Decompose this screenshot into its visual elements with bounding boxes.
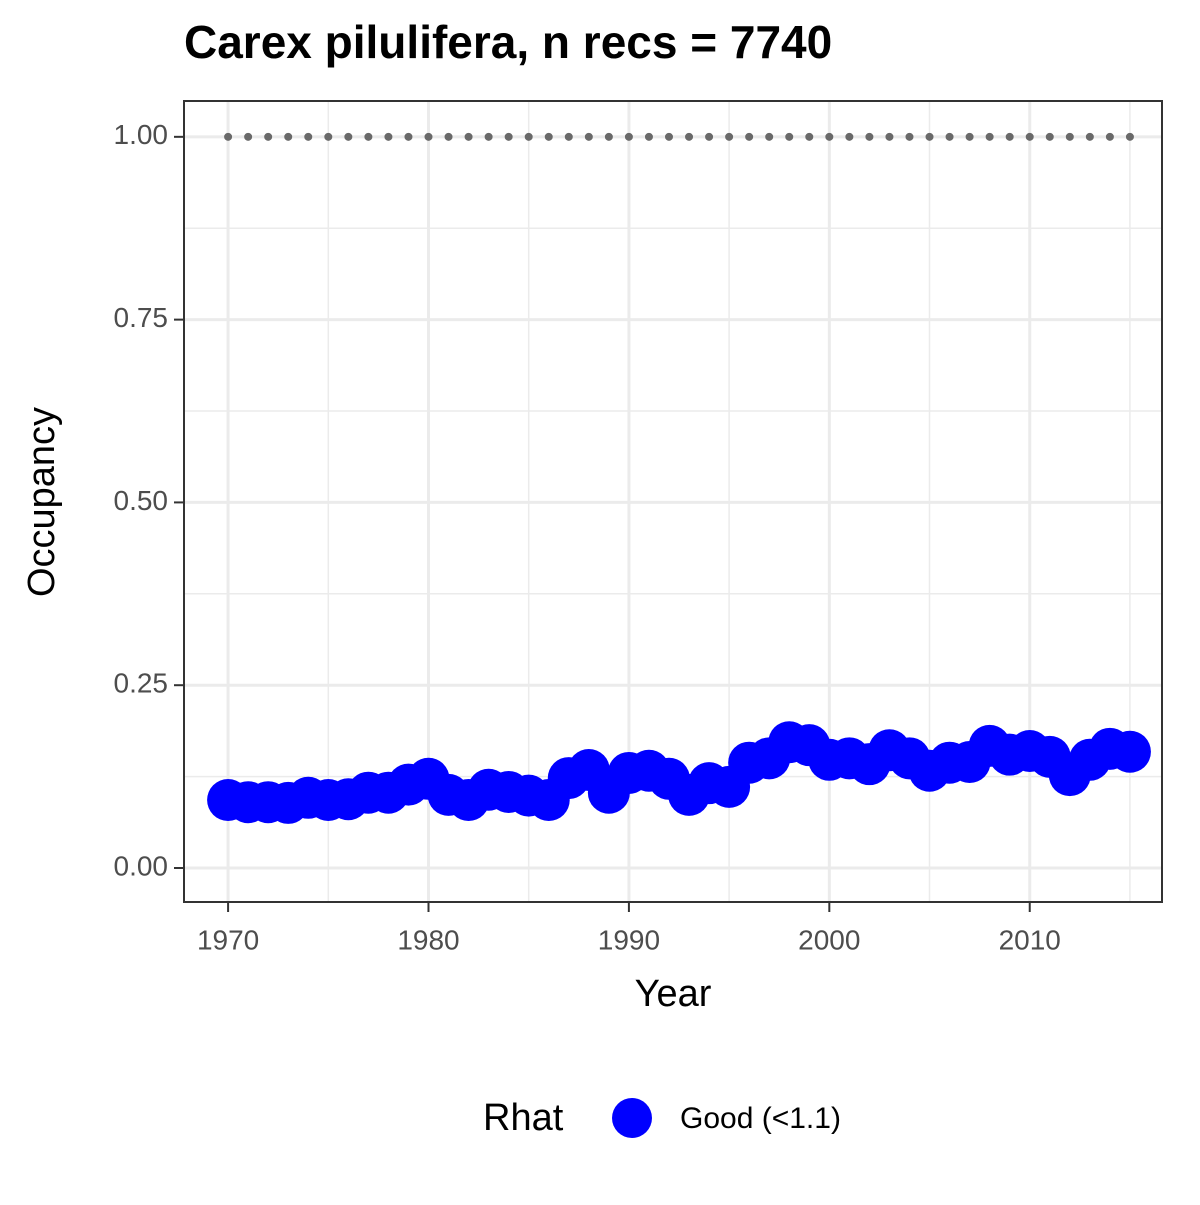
legend-title: Rhat [483,1097,564,1139]
y-tick-label: 1.00 [114,119,169,150]
x-tick-label: 2000 [798,924,860,955]
x-axis-title: Year [635,973,712,1015]
y-axis-title: Occupancy [21,407,63,597]
y-tick-label: 0.00 [114,850,169,881]
x-tick-label: 1980 [397,924,459,955]
y-tick-label: 0.75 [114,302,169,333]
plot: 0.00 0.25 0.50 0.75 1.00 1970 1980 1990 2000 2010… [114,100,1163,1138]
x-tick-label: 2010 [999,924,1061,955]
point [1108,730,1151,773]
x-tick-label: 1990 [598,924,660,955]
legend-label: Good (<1.1) [680,1102,841,1135]
legend-key [612,1098,652,1138]
y-tick-label: 0.50 [114,485,169,516]
chart-title: Carex pilulifera, n recs = 7740 [184,16,832,68]
x-tick-label: 1970 [197,924,259,955]
panel-border [183,100,1163,903]
y-tick-label: 0.25 [114,668,169,699]
